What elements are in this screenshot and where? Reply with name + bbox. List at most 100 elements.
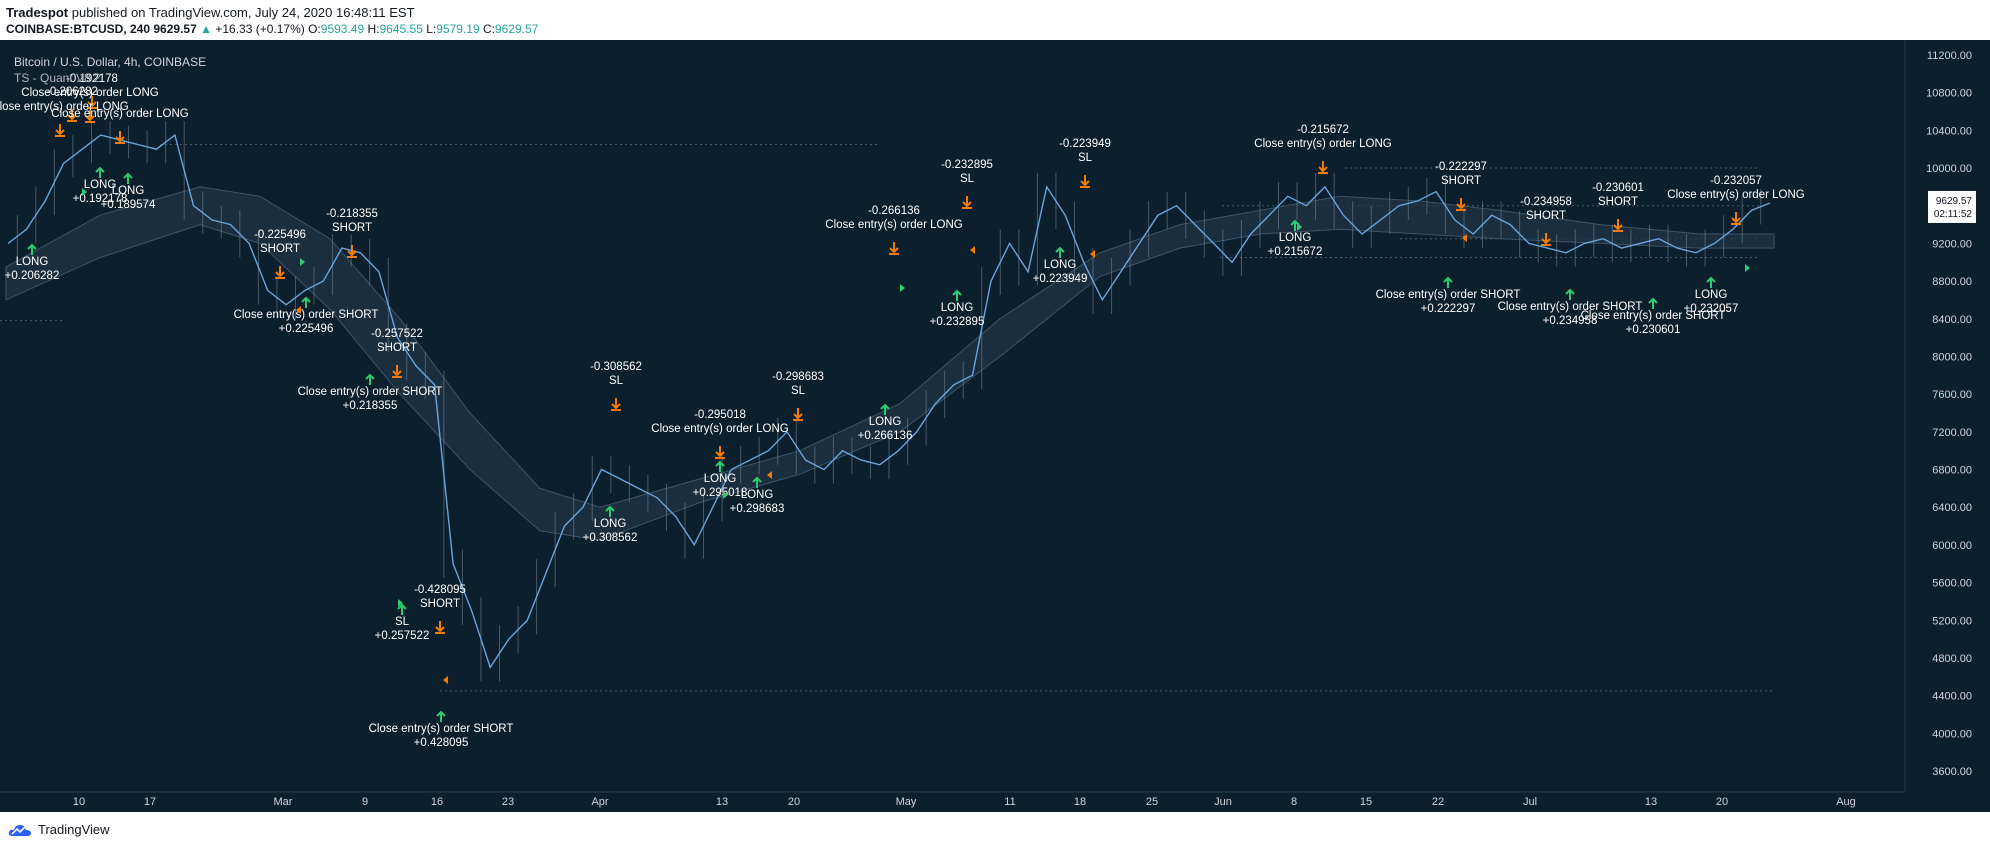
- short-arrow-icon: [1080, 175, 1090, 188]
- x-tick-label: 15: [1360, 796, 1372, 808]
- brand-name: TradingView: [38, 822, 110, 837]
- signal-label: SHORT: [260, 243, 300, 255]
- signal-label: +0.225496: [279, 323, 334, 335]
- bar-countdown-label: 02:11:52: [1934, 209, 1973, 220]
- tradingview-brand[interactable]: TradingView: [8, 822, 110, 837]
- signal-label: +0.192178: [73, 193, 128, 205]
- short-entry-marker: [1462, 234, 1467, 242]
- signal-label: SHORT: [377, 342, 417, 354]
- long-arrow-icon: [1055, 246, 1065, 258]
- close-value: 9629.57: [494, 22, 539, 36]
- signal-label: SL: [960, 173, 975, 185]
- short-arrow-icon: [1456, 198, 1466, 211]
- long-arrow-icon: [605, 505, 615, 517]
- signal-label: -0.225496: [254, 229, 306, 241]
- current-price-label: 9629.57: [1936, 196, 1973, 207]
- current-price-box: [1928, 190, 1976, 223]
- x-tick-label: 10: [73, 796, 85, 808]
- x-tick-label: May: [896, 796, 917, 808]
- short-arrow-icon: [962, 196, 972, 209]
- signal-label: Close entry(s) order SHORT: [298, 386, 443, 398]
- long-arrow-icon: [95, 166, 105, 178]
- x-tick-label: 25: [1146, 796, 1158, 808]
- signal-label: LONG: [112, 185, 145, 197]
- publish-header: Tradespot published on TradingView.com, …: [0, 0, 1990, 40]
- signal-label: SL: [791, 385, 806, 397]
- short-arrow-icon: [392, 365, 402, 378]
- x-tick-label: 20: [788, 796, 800, 808]
- signal-label: +0.428095: [414, 737, 469, 749]
- chart-area[interactable]: 11200.0010800.0010400.0010000.009600.009…: [0, 40, 1990, 812]
- close-label: C:: [482, 22, 495, 36]
- long-arrow-icon: [1443, 276, 1453, 288]
- short-arrow-icon: [87, 96, 97, 109]
- long-arrow-icon: [880, 403, 890, 415]
- long-arrow-icon: [301, 296, 311, 308]
- signal-label: LONG: [1279, 232, 1312, 244]
- published-text: published on TradingView.com, July 24, 2…: [68, 5, 415, 20]
- last-price: 9629.57: [153, 22, 197, 36]
- x-tick-label: 17: [144, 796, 156, 808]
- signal-label: -0.295018: [694, 409, 746, 421]
- signal-label: SL: [395, 616, 410, 628]
- signal-label: LONG: [84, 179, 117, 191]
- x-tick-label: Mar: [274, 796, 293, 808]
- y-tick-label: 11200.00: [1927, 50, 1972, 62]
- symbol-label: COINBASE:BTCUSD, 240: [6, 22, 151, 36]
- y-tick-label: 8800.00: [1932, 276, 1972, 288]
- cloud-logo-icon: [8, 824, 32, 836]
- x-tick-label: Apr: [591, 796, 608, 808]
- short-arrow-icon: [1731, 212, 1741, 225]
- signal-label: +0.223949: [1033, 273, 1088, 285]
- signal-label: Close entry(s) order LONG: [825, 219, 962, 231]
- publisher-name[interactable]: Tradespot: [6, 5, 69, 20]
- long-arrow-icon: [715, 460, 725, 472]
- low-label: L:: [426, 22, 437, 36]
- signal-label: LONG: [741, 489, 774, 501]
- signal-label: +0.189574: [101, 199, 156, 211]
- short-entry-marker: [767, 471, 772, 479]
- short-arrow-icon: [275, 266, 285, 279]
- short-arrow-icon: [67, 109, 77, 122]
- signal-label: +0.298683: [730, 503, 785, 515]
- y-tick-label: 10000.00: [1926, 163, 1972, 175]
- y-tick-label: 4400.00: [1932, 691, 1972, 703]
- x-tick-label: Jun: [1214, 796, 1232, 808]
- long-entry-marker: [1297, 223, 1302, 231]
- signal-label: Close entry(s) order LONG: [0, 101, 129, 113]
- x-tick-label: 11: [1004, 796, 1015, 808]
- open-value: 9593.49: [320, 22, 365, 36]
- y-tick-label: 6800.00: [1932, 465, 1972, 477]
- signal-label: LONG: [704, 473, 737, 485]
- signal-label: Close entry(s) order LONG: [51, 108, 188, 120]
- low-value: 9579.19: [436, 22, 480, 36]
- signal-label: -0.192178: [66, 73, 118, 85]
- signal-label: Close entry(s) order LONG: [651, 423, 788, 435]
- signal-label: +0.218355: [343, 400, 398, 412]
- signal-label: -0.308562: [590, 361, 642, 373]
- long-entry-marker: [82, 188, 87, 196]
- publish-line: Tradespot published on TradingView.com, …: [6, 5, 415, 20]
- chart-background: [0, 40, 1990, 812]
- long-entry-marker: [1745, 264, 1750, 272]
- signal-label: -0.266136: [868, 205, 920, 217]
- y-tick-label: 4800.00: [1932, 653, 1972, 665]
- x-tick-label: 20: [1716, 796, 1728, 808]
- signal-label: SHORT: [1441, 175, 1481, 187]
- long-entry-marker: [300, 258, 305, 266]
- long-arrow-icon: [1706, 276, 1716, 288]
- up-triangle-icon: ▲: [200, 22, 212, 36]
- price-chart[interactable]: 11200.0010800.0010400.0010000.009600.009…: [0, 40, 1990, 812]
- signal-label: -0.215672: [1297, 124, 1349, 136]
- signal-label: +0.206282: [5, 270, 60, 282]
- signal-label: LONG: [1044, 259, 1077, 271]
- x-tick-label: 16: [431, 796, 443, 808]
- signal-label: +0.266136: [858, 430, 913, 442]
- high-label: H:: [367, 22, 380, 36]
- signal-label: LONG: [1695, 289, 1728, 301]
- short-arrow-icon: [1541, 233, 1551, 246]
- x-tick-label: Jul: [1523, 796, 1537, 808]
- signal-label: Close entry(s) order SHORT: [1498, 301, 1643, 313]
- price-change: +16.33 (+0.17%): [215, 22, 305, 36]
- y-tick-label: 3600.00: [1932, 766, 1972, 778]
